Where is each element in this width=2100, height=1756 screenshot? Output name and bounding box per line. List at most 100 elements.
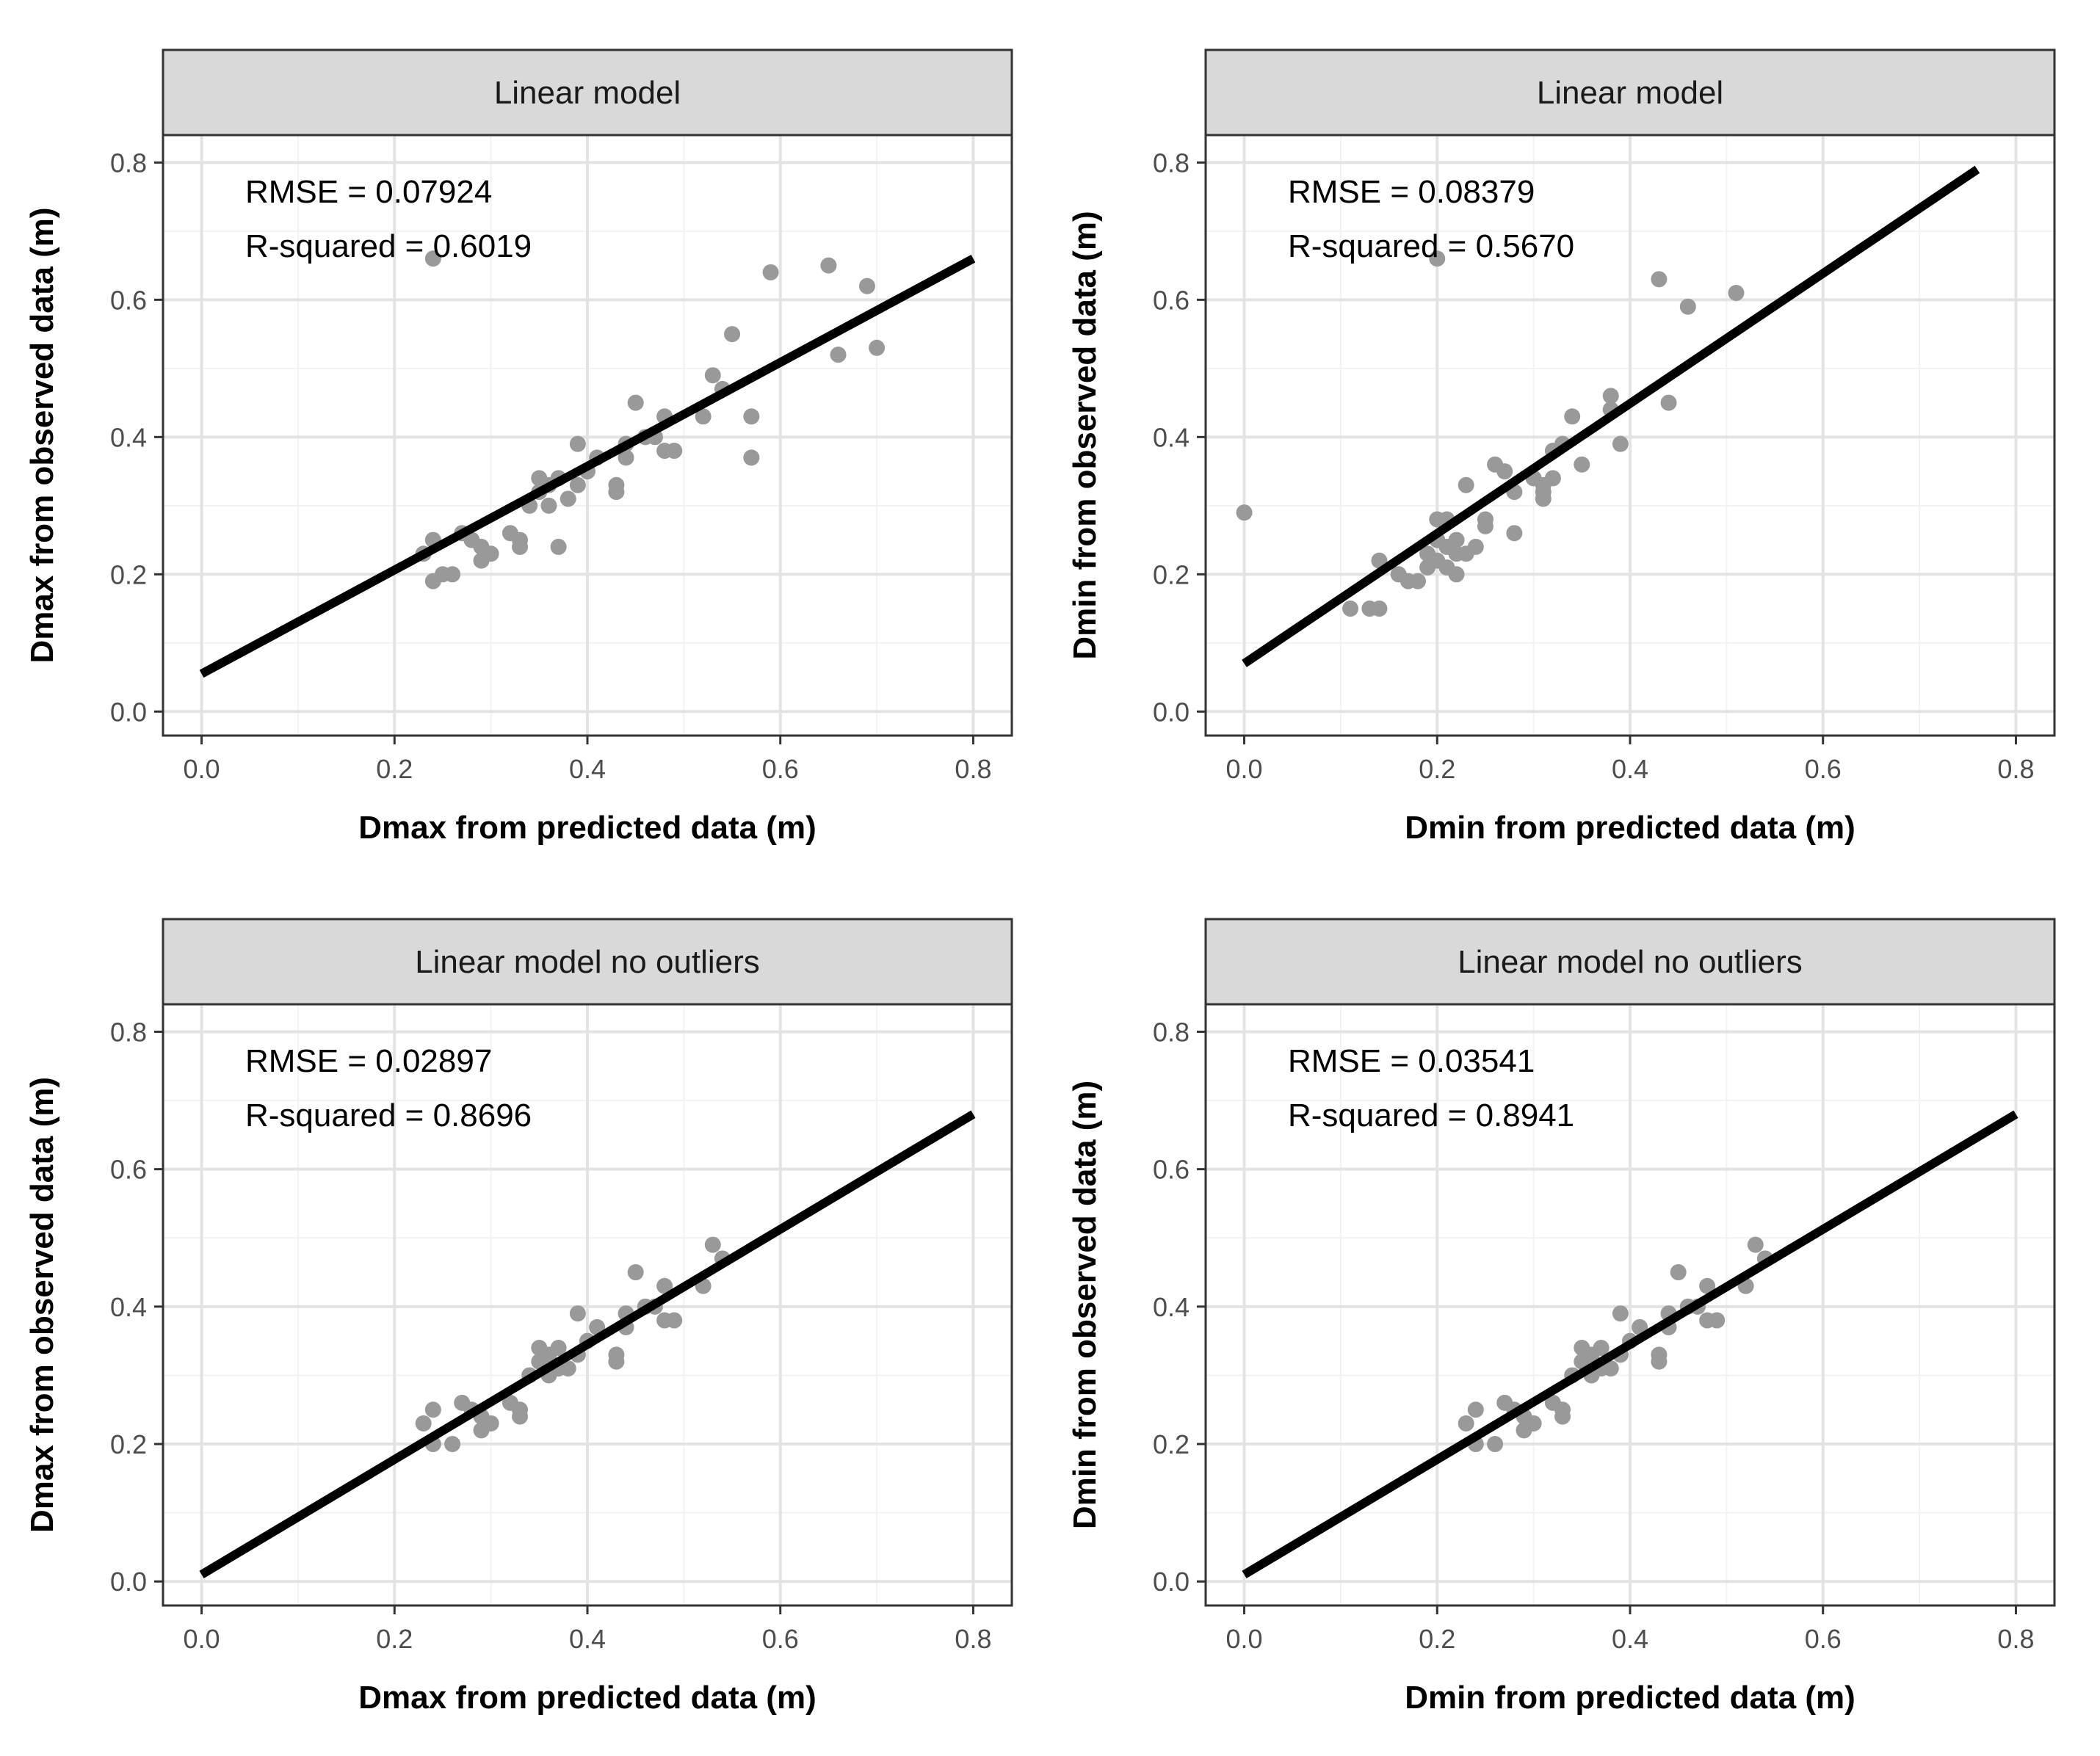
data-point	[1506, 525, 1523, 542]
facet-panel-1: Linear model 0.0 0.2 0.4 0.6 0.8 0.0 0.2 0.4 0.6 0…	[24, 48, 1013, 846]
data-point	[743, 408, 760, 425]
data-point	[1564, 408, 1581, 425]
data-point	[858, 277, 875, 294]
data-point	[1535, 484, 1552, 501]
fit-line	[199, 254, 976, 678]
y-tick-label: 0.2	[110, 1429, 147, 1459]
facet-panel-2: Linear model 0.0 0.2 0.4 0.6 0.8 0.0 0.2 0.4 0.6 0…	[1067, 48, 2056, 846]
x-tick-label: 0.6	[762, 1624, 799, 1654]
data-point	[1410, 573, 1426, 589]
x-tick-label: 0.8	[1997, 1624, 2034, 1654]
data-point	[1467, 1401, 1484, 1418]
data-point	[1699, 1277, 1716, 1294]
data-point	[830, 347, 847, 363]
data-point	[540, 497, 557, 514]
data-point	[1747, 1236, 1764, 1253]
r-squared-annotation: R-squared = 0.8696	[245, 1098, 532, 1133]
rmse-annotation: RMSE = 0.02897	[245, 1043, 492, 1079]
y-tick-label: 0.2	[1153, 559, 1190, 589]
y-tick-label: 0.4	[1153, 1292, 1190, 1322]
data-point	[762, 264, 779, 280]
data-point	[869, 339, 886, 356]
x-tick-label: 0.8	[1997, 754, 2034, 784]
data-point	[1593, 1340, 1610, 1356]
data-point	[1612, 1305, 1629, 1322]
data-point	[1448, 566, 1465, 583]
x-tick-label: 0.6	[1805, 754, 1842, 784]
data-point	[482, 545, 499, 562]
data-point	[424, 573, 441, 589]
y-axis-title: Dmin from observed data (m)	[1067, 1081, 1103, 1529]
fit-line	[199, 1110, 976, 1579]
y-tick-label: 0.6	[110, 285, 147, 315]
data-point	[1458, 476, 1474, 493]
rmse-annotation: RMSE = 0.08379	[1288, 174, 1535, 210]
data-point	[512, 538, 529, 555]
data-point	[618, 449, 634, 466]
x-axis-title: Dmax from predicted data (m)	[358, 1680, 816, 1716]
data-point	[704, 367, 721, 384]
x-tick-label: 0.6	[1805, 1624, 1842, 1654]
y-axis-title: Dmax from observed data (m)	[24, 1077, 60, 1533]
y-tick-label: 0.4	[110, 1292, 147, 1322]
data-point	[1429, 250, 1446, 267]
x-tick-label: 0.6	[762, 754, 799, 784]
data-point	[1612, 435, 1629, 452]
data-point	[424, 1401, 441, 1418]
facet-panel-3: Linear model no outliers 0.0 0.2 0.4 0.6 0.8 0…	[24, 918, 1013, 1716]
facet-panel-4: Linear model no outliers 0.0 0.2 0.4 0.6 0.8 0…	[1067, 918, 2056, 1716]
data-point	[424, 250, 441, 267]
data-point	[1236, 504, 1253, 521]
data-point	[656, 1277, 673, 1294]
data-point	[569, 476, 586, 493]
x-axis-title: Dmin from predicted data (m)	[1405, 810, 1855, 846]
y-tick-label: 0.0	[1153, 1567, 1190, 1597]
data-point	[550, 538, 567, 555]
data-point	[1525, 1415, 1542, 1432]
data-point	[1458, 1415, 1474, 1432]
y-tick-label: 0.6	[110, 1155, 147, 1185]
data-point	[627, 394, 644, 411]
r-squared-annotation: R-squared = 0.5670	[1288, 228, 1574, 264]
data-point	[1602, 388, 1619, 404]
y-tick-label: 0.8	[110, 1017, 147, 1047]
data-point	[666, 443, 683, 460]
data-point	[1574, 456, 1590, 473]
y-tick-label: 0.4	[1153, 422, 1190, 452]
facet-strip	[162, 48, 1013, 137]
facet-strip-label: Linear model no outliers	[1458, 944, 1803, 980]
rmse-annotation: RMSE = 0.03541	[1288, 1043, 1535, 1079]
data-point	[1467, 538, 1484, 555]
facet-strip-label: Linear model	[494, 75, 681, 111]
x-tick-label: 0.0	[1226, 754, 1263, 784]
data-point	[704, 1236, 721, 1253]
facet-strip	[1204, 48, 2056, 137]
data-point	[1679, 298, 1696, 315]
data-point	[1651, 271, 1668, 288]
data-point	[569, 1305, 586, 1322]
data-point	[1448, 531, 1465, 548]
y-tick-label: 0.0	[110, 697, 147, 727]
y-tick-label: 0.6	[1153, 1155, 1190, 1185]
data-point	[550, 1340, 567, 1356]
data-point	[1487, 1436, 1504, 1453]
x-tick-label: 0.2	[376, 754, 413, 784]
data-point	[415, 1415, 432, 1432]
data-point	[724, 326, 741, 343]
y-tick-label: 0.6	[1153, 285, 1190, 315]
x-tick-label: 0.4	[569, 1624, 606, 1654]
fit-line	[1242, 1110, 2018, 1579]
r-squared-annotation: R-squared = 0.8941	[1288, 1098, 1574, 1133]
y-tick-label: 0.0	[110, 1567, 147, 1597]
x-axis-title: Dmin from predicted data (m)	[1405, 1680, 1855, 1716]
x-tick-label: 0.2	[1419, 1624, 1455, 1654]
data-point	[560, 490, 576, 507]
x-tick-label: 0.0	[184, 1624, 220, 1654]
y-tick-label: 0.0	[1153, 697, 1190, 727]
r-squared-annotation: R-squared = 0.6019	[245, 228, 532, 264]
data-point	[1651, 1353, 1668, 1370]
fit-line	[1242, 165, 1980, 667]
rmse-annotation: RMSE = 0.07924	[245, 174, 492, 210]
